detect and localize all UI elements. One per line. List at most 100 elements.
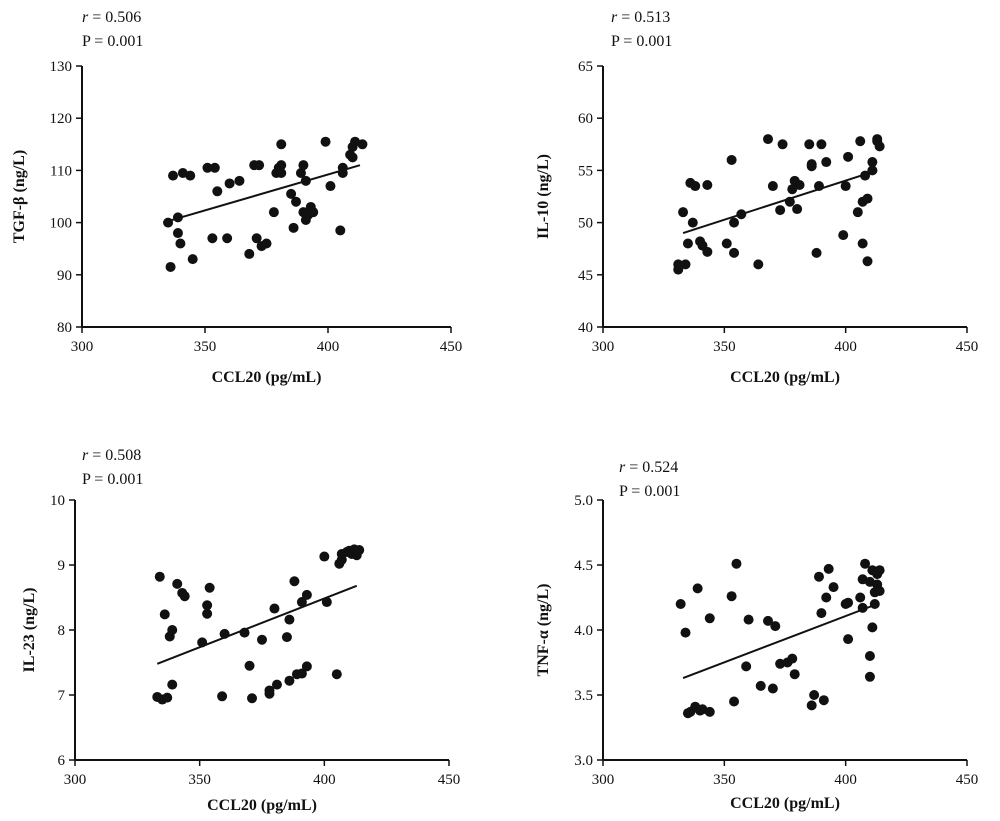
p-value-label: P = 0.001 [82, 33, 143, 50]
data-point [298, 160, 309, 171]
data-point [843, 597, 854, 608]
data-point [792, 204, 803, 215]
data-point [212, 186, 223, 197]
y-tick-label: 60 [578, 111, 593, 127]
y-tick-label: 9 [58, 558, 66, 574]
y-tick-label: 65 [578, 59, 593, 75]
data-point [257, 634, 267, 645]
data-point [337, 162, 348, 173]
data-point [804, 139, 815, 150]
data-point [308, 207, 319, 218]
r-symbol: r [82, 9, 89, 26]
data-point [247, 693, 258, 704]
y-axis-title: TGF-β (ng/L) [11, 150, 28, 243]
data-point [217, 691, 228, 702]
data-point [261, 238, 272, 249]
data-point [289, 576, 300, 587]
data-point [202, 608, 213, 619]
data-point [162, 692, 173, 703]
data-point [828, 582, 839, 593]
data-point [276, 160, 287, 171]
x-tick-label: 300 [592, 772, 615, 788]
data-point [207, 233, 218, 244]
data-point [675, 599, 686, 609]
data-point [726, 591, 737, 602]
y-axis-title: IL-10 (ng/L) [535, 154, 552, 239]
data-point [296, 668, 307, 679]
data-point [175, 238, 186, 249]
data-point [187, 254, 198, 265]
data-point [721, 238, 732, 249]
y-tick-label: 90 [57, 268, 72, 284]
data-point [770, 621, 781, 632]
data-point [354, 545, 365, 556]
data-point [692, 583, 703, 594]
x-tick-label: 400 [834, 339, 857, 355]
x-tick-label: 400 [313, 772, 336, 788]
data-point [276, 168, 287, 179]
r-symbol: r [619, 459, 626, 476]
x-tick-label: 350 [713, 339, 736, 355]
data-point [784, 196, 795, 207]
data-point [347, 152, 358, 163]
data-point [821, 592, 832, 603]
y-tick-label: 130 [50, 59, 73, 75]
y-tick-label: 45 [578, 268, 593, 284]
data-point [857, 238, 868, 249]
x-axis-title: CCL20 (pg/mL) [212, 369, 322, 386]
scatter-panel-1: 80 90 100 110 120 130 300 350 400 450 CCL20 (pg/mL… [11, 9, 462, 386]
x-tick-label: 350 [188, 772, 211, 788]
correlation-r-label: r = 0.524 [619, 459, 678, 476]
data-point [729, 696, 740, 707]
data-point [239, 627, 250, 638]
y-tick-label: 110 [50, 163, 72, 179]
data-point [860, 558, 871, 569]
data-point [690, 181, 701, 192]
data-point [268, 207, 279, 218]
data-point [168, 170, 179, 181]
x-tick-label: 350 [194, 339, 217, 355]
data-point [331, 669, 342, 680]
correlation-r-label: r = 0.513 [611, 9, 670, 26]
data-point [678, 207, 689, 218]
r-value: = 0.524 [625, 459, 678, 476]
data-point [319, 551, 330, 562]
data-point [159, 609, 170, 620]
data-point [816, 139, 827, 150]
data-point [202, 600, 213, 611]
data-point [874, 586, 885, 596]
data-point [753, 259, 764, 270]
data-point [680, 627, 691, 638]
data-point [254, 160, 265, 171]
data-point [838, 230, 849, 241]
scatter-panel-2: 40 45 50 55 60 65 300 350 400 450 CCL20 (pg/mL) IL-… [535, 9, 978, 386]
data-point [816, 608, 827, 619]
y-tick-label: 8 [58, 623, 66, 639]
data-point [222, 233, 233, 244]
y-tick-label: 120 [50, 111, 73, 127]
x-tick-label: 450 [438, 772, 461, 788]
x-tick-label: 450 [956, 339, 979, 355]
data-point [731, 558, 742, 569]
data-point [163, 217, 174, 228]
y-tick-label: 3.5 [574, 688, 593, 704]
data-point [251, 233, 262, 244]
data-point [843, 151, 854, 162]
data-point [357, 139, 368, 150]
y-tick-label: 50 [578, 216, 593, 232]
data-point [794, 180, 805, 191]
data-point [288, 222, 299, 233]
data-point [777, 139, 788, 150]
y-axis-title: TNF-α (ng/L) [535, 584, 552, 677]
data-point [172, 228, 183, 239]
data-point [867, 157, 878, 168]
data-point [702, 180, 713, 191]
data-point [204, 582, 215, 593]
data-point [767, 181, 778, 192]
data-point [284, 614, 295, 625]
data-point [219, 628, 230, 639]
data-point [321, 597, 332, 608]
data-point [702, 246, 713, 257]
y-tick-label: 40 [578, 320, 593, 336]
